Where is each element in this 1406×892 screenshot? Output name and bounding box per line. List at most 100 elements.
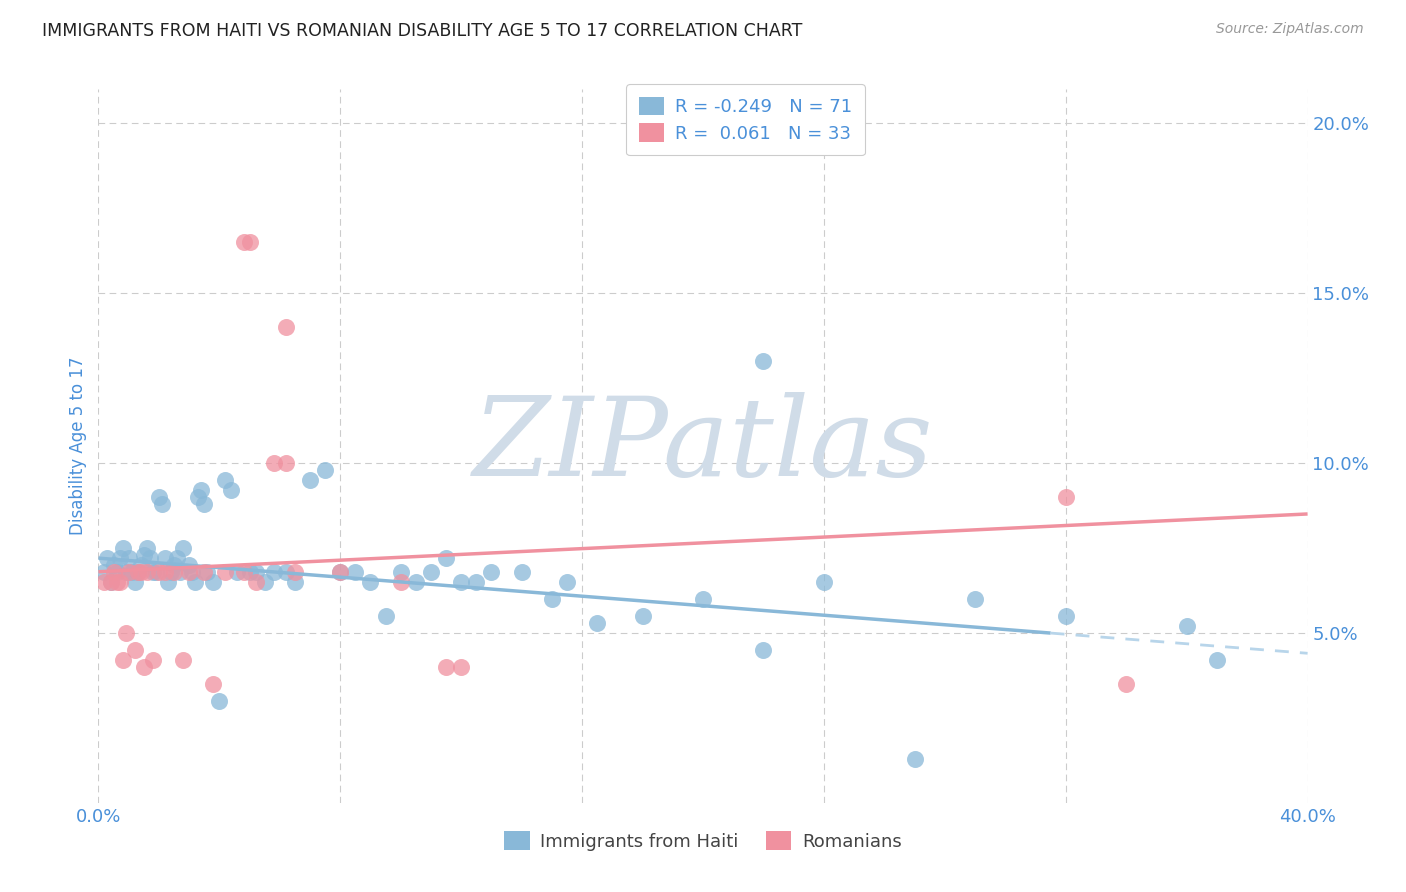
Point [450, 660, 472, 674]
Point [195, 565, 218, 579]
Point [389, 574, 412, 589]
Point [510, 565, 533, 579]
Point [274, 565, 297, 579]
Point [263, 565, 285, 579]
Point [202, 677, 225, 691]
Point [274, 320, 297, 334]
Point [360, 574, 382, 589]
Point [481, 565, 503, 579]
Point [1054, 608, 1077, 623]
Point [813, 574, 835, 589]
Point [100, 574, 122, 589]
Point [692, 591, 714, 606]
Point [1206, 653, 1229, 667]
Point [163, 565, 186, 579]
Point [232, 235, 254, 249]
Point [239, 565, 262, 579]
Point [132, 660, 155, 674]
Point [214, 473, 236, 487]
Point [214, 565, 236, 579]
Point [100, 574, 122, 589]
Point [166, 551, 188, 566]
Point [208, 694, 231, 708]
Point [142, 653, 165, 667]
Point [163, 558, 186, 572]
Point [96, 551, 118, 566]
Point [752, 643, 775, 657]
Point [153, 565, 176, 579]
Point [450, 574, 472, 589]
Point [129, 558, 152, 572]
Point [172, 653, 194, 667]
Point [127, 565, 149, 579]
Point [540, 591, 562, 606]
Legend: Immigrants from Haiti, Romanians: Immigrants from Haiti, Romanians [498, 824, 908, 858]
Point [150, 497, 173, 511]
Point [284, 574, 307, 589]
Point [253, 574, 276, 589]
Point [160, 565, 183, 579]
Point [105, 565, 128, 579]
Point [226, 565, 249, 579]
Point [135, 541, 157, 555]
Point [111, 653, 134, 667]
Point [124, 643, 146, 657]
Point [420, 565, 443, 579]
Point [221, 483, 243, 498]
Point [344, 565, 367, 579]
Point [148, 490, 170, 504]
Point [156, 574, 179, 589]
Point [1175, 619, 1198, 633]
Point [329, 565, 352, 579]
Point [193, 497, 215, 511]
Point [405, 574, 427, 589]
Point [184, 574, 207, 589]
Point [114, 626, 136, 640]
Point [124, 574, 146, 589]
Point [172, 541, 194, 555]
Point [121, 565, 143, 579]
Point [752, 354, 775, 368]
Point [245, 565, 267, 579]
Point [105, 574, 128, 589]
Point [904, 751, 927, 765]
Point [129, 565, 152, 579]
Point [284, 565, 307, 579]
Point [181, 565, 204, 579]
Point [314, 463, 336, 477]
Point [142, 565, 165, 579]
Point [190, 483, 212, 498]
Point [1115, 677, 1137, 691]
Point [631, 608, 654, 623]
Point [93, 565, 115, 579]
Point [118, 565, 141, 579]
Point [202, 574, 225, 589]
Point [193, 565, 215, 579]
Point [108, 551, 131, 566]
Point [245, 574, 267, 589]
Point [127, 565, 149, 579]
Point [153, 551, 176, 566]
Point [239, 235, 262, 249]
Point [179, 558, 201, 572]
Point [179, 565, 201, 579]
Point [103, 558, 125, 572]
Point [111, 541, 134, 555]
Point [232, 565, 254, 579]
Point [103, 565, 125, 579]
Y-axis label: Disability Age 5 to 17: Disability Age 5 to 17 [69, 357, 87, 535]
Text: ZIPatlas: ZIPatlas [472, 392, 934, 500]
Point [148, 565, 170, 579]
Point [108, 574, 131, 589]
Point [135, 565, 157, 579]
Point [263, 456, 285, 470]
Text: Source: ZipAtlas.com: Source: ZipAtlas.com [1216, 22, 1364, 37]
Point [1054, 490, 1077, 504]
Point [93, 574, 115, 589]
Point [374, 608, 396, 623]
Point [434, 660, 457, 674]
Point [187, 490, 209, 504]
Point [434, 551, 457, 566]
Text: IMMIGRANTS FROM HAITI VS ROMANIAN DISABILITY AGE 5 TO 17 CORRELATION CHART: IMMIGRANTS FROM HAITI VS ROMANIAN DISABI… [42, 22, 803, 40]
Point [169, 565, 191, 579]
